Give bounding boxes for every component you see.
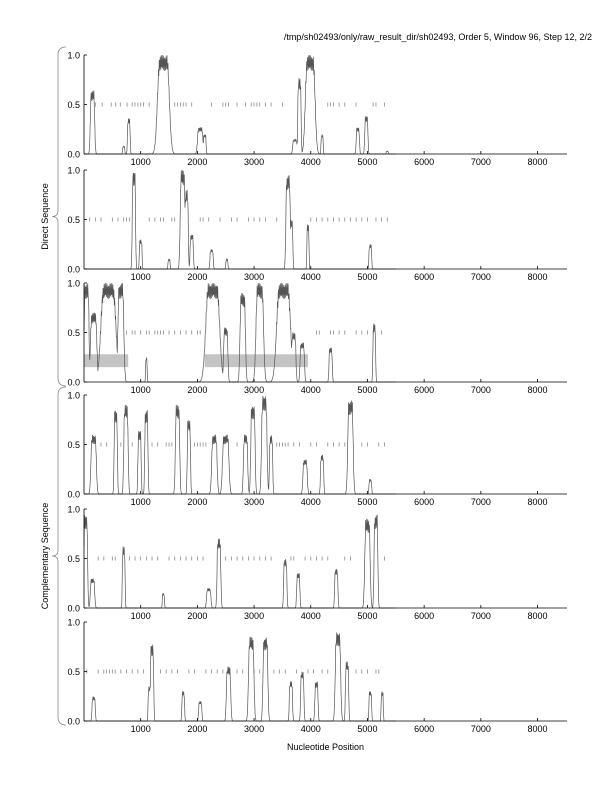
x-axis-label: Nucleotide Position	[287, 742, 364, 752]
x-tick-label: 4000	[301, 611, 321, 621]
chart-title: /tmp/sh02493/only/raw_result_dir/sh02493…	[283, 32, 592, 42]
group-label: Direct Sequence	[40, 183, 50, 250]
x-tick-label: 1000	[131, 272, 151, 282]
x-tick-label: 8000	[528, 724, 548, 734]
x-tick-label: 8000	[528, 611, 548, 621]
x-tick-label: 2000	[187, 724, 207, 734]
y-tick-label: 0.0	[67, 604, 80, 614]
x-tick-label: 4000	[301, 724, 321, 734]
x-tick-label: 2000	[187, 157, 207, 167]
panel-2: 0.0 0.5 1.0 1000 2000 3000 4000 5000 6000 7000 800…	[67, 166, 567, 282]
y-tick-label: 0.5	[67, 215, 80, 225]
x-tick-label: 4000	[301, 272, 321, 282]
y-tick-label: 1.0	[67, 279, 80, 289]
x-tick-label: 7000	[471, 385, 491, 395]
x-tick-label: 6000	[414, 272, 434, 282]
x-tick-label: 5000	[357, 497, 377, 507]
y-tick-label: 0.5	[67, 667, 80, 677]
group-label: Complementary Sequence	[40, 503, 50, 610]
coding-region-box	[204, 354, 308, 368]
panel-5: 0.0 0.5 1.0 1000 2000 3000 4000 5000 6000 7000 800…	[67, 505, 567, 621]
x-tick-label: 3000	[244, 724, 264, 734]
panel-4: 0.0 0.5 1.0 1000 2000 3000 4000 5000 6000 7000 800…	[67, 391, 567, 507]
x-tick-label: 6000	[414, 724, 434, 734]
y-tick-label: 1.0	[67, 51, 80, 61]
panel-1: 0.0 0.5 1.0 1000 2000 3000 4000 5000 6000 7000 800…	[67, 51, 567, 167]
x-tick-label: 7000	[471, 724, 491, 734]
x-tick-label: 3000	[244, 385, 264, 395]
coding-region-box	[84, 354, 129, 368]
y-tick-label: 0.0	[67, 150, 80, 160]
x-tick-label: 6000	[414, 611, 434, 621]
x-tick-label: 1000	[131, 724, 151, 734]
x-tick-label: 4000	[301, 385, 321, 395]
x-tick-label: 2000	[187, 497, 207, 507]
coding-potential-line	[84, 395, 396, 495]
x-tick-label: 5000	[357, 385, 377, 395]
x-tick-label: 6000	[414, 497, 434, 507]
x-tick-label: 1000	[131, 385, 151, 395]
y-tick-label: 0.0	[67, 490, 80, 500]
y-tick-label: 1.0	[67, 618, 80, 628]
panel-3: 0.0 0.5 1.0 1000 2000 3000 4000 5000 6000 7000 800…	[67, 279, 567, 395]
x-tick-label: 6000	[414, 157, 434, 167]
x-tick-label: 3000	[244, 497, 264, 507]
y-tick-label: 0.0	[67, 265, 80, 275]
y-tick-label: 0.5	[67, 100, 80, 110]
coding-potential-line	[83, 514, 396, 609]
x-tick-label: 5000	[357, 611, 377, 621]
coding-potential-line	[84, 54, 396, 155]
group-brace	[51, 46, 67, 387]
x-tick-label: 4000	[301, 157, 321, 167]
y-tick-label: 0.0	[67, 717, 80, 727]
y-tick-label: 1.0	[67, 391, 80, 401]
x-tick-label: 3000	[244, 611, 264, 621]
x-tick-label: 1000	[131, 611, 151, 621]
y-tick-label: 1.0	[67, 166, 80, 176]
x-tick-label: 3000	[244, 272, 264, 282]
x-tick-label: 1000	[131, 157, 151, 167]
y-tick-label: 0.5	[67, 328, 80, 338]
panel-6: 0.0 0.5 1.0 1000 2000 3000 4000 5000 6000 7000 800…	[67, 618, 567, 734]
coding-potential-line	[84, 632, 396, 722]
x-tick-label: 8000	[528, 272, 548, 282]
x-tick-label: 7000	[471, 157, 491, 167]
x-tick-label: 6000	[414, 385, 434, 395]
x-tick-label: 8000	[528, 497, 548, 507]
x-tick-label: 8000	[528, 157, 548, 167]
x-tick-label: 5000	[357, 724, 377, 734]
coding-potential-line	[84, 170, 396, 270]
y-tick-label: 0.0	[67, 378, 80, 388]
x-tick-label: 8000	[528, 385, 548, 395]
group-brace	[51, 386, 67, 726]
y-tick-label: 1.0	[67, 505, 80, 515]
y-tick-label: 0.5	[67, 554, 80, 564]
y-tick-label: 0.5	[67, 440, 80, 450]
x-tick-label: 7000	[471, 272, 491, 282]
x-tick-label: 4000	[301, 497, 321, 507]
x-tick-label: 2000	[187, 385, 207, 395]
x-tick-label: 2000	[187, 611, 207, 621]
x-tick-label: 3000	[244, 157, 264, 167]
x-tick-label: 2000	[187, 272, 207, 282]
x-tick-label: 7000	[471, 497, 491, 507]
x-tick-label: 1000	[131, 497, 151, 507]
x-tick-label: 5000	[357, 272, 377, 282]
x-tick-label: 5000	[357, 157, 377, 167]
x-tick-label: 7000	[471, 611, 491, 621]
